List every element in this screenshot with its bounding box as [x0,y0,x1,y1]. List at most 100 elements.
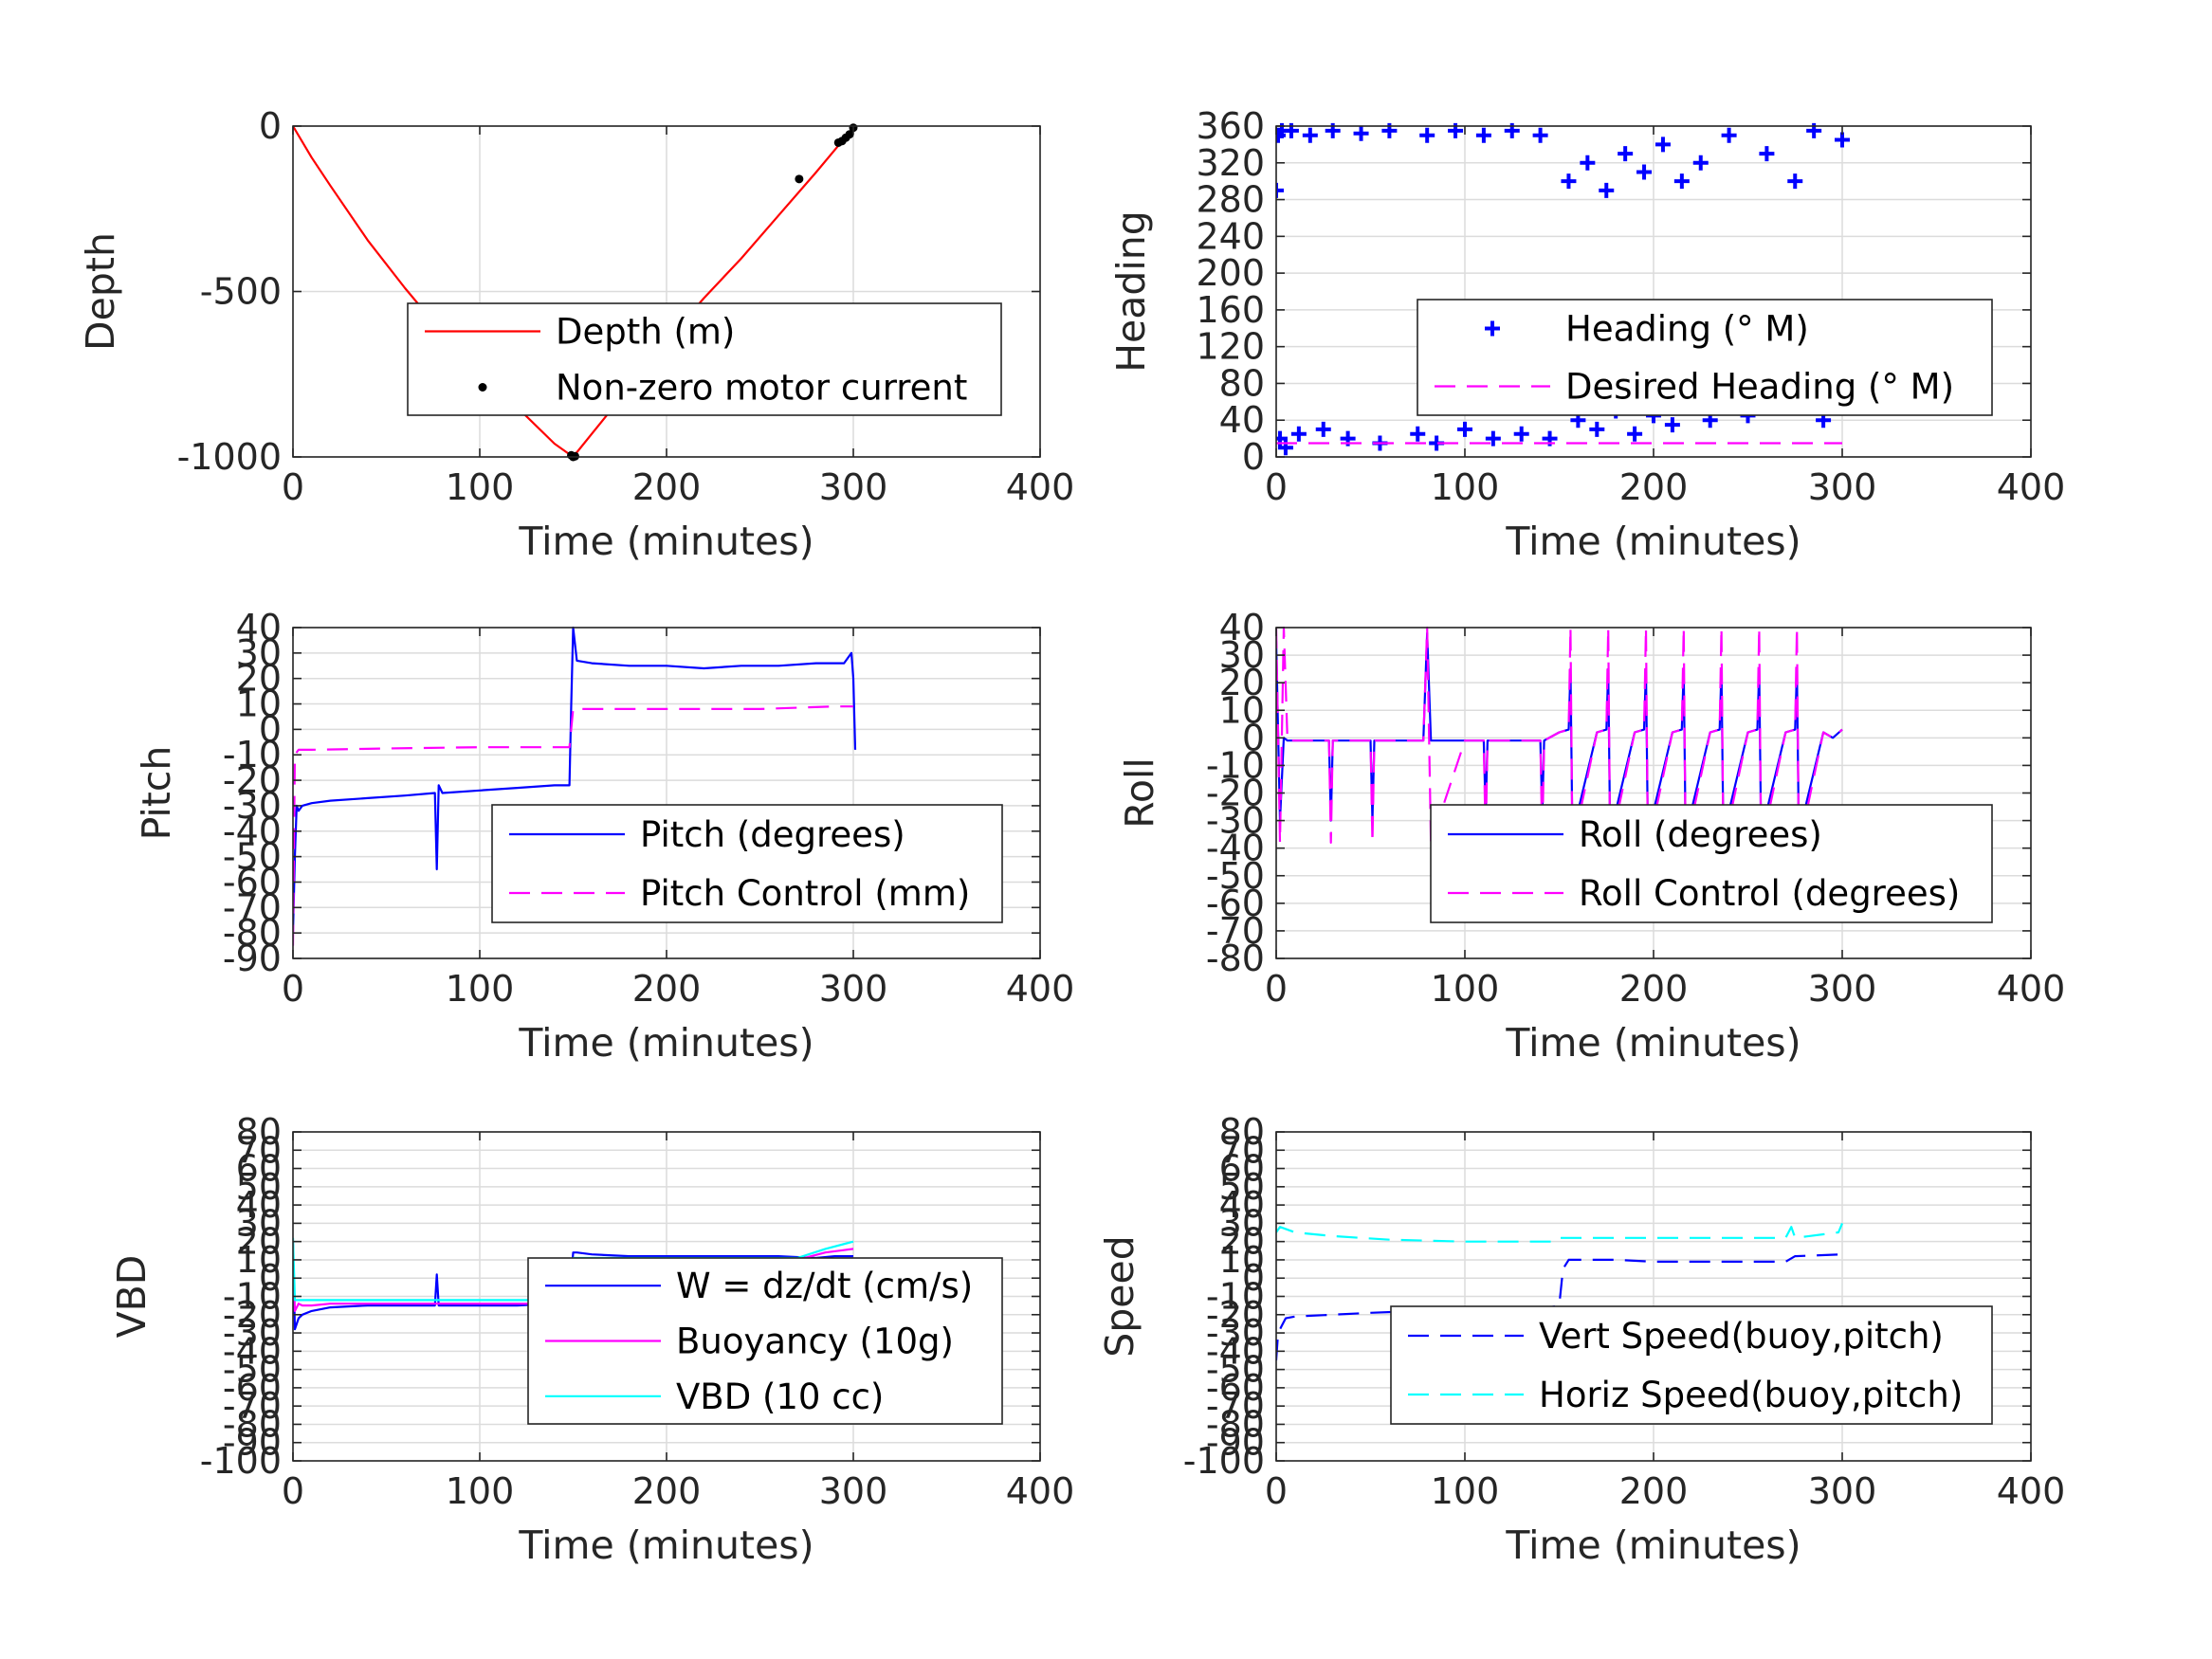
y-tick-label: 0 [259,708,282,750]
x-tick-label: 400 [1006,1470,1075,1512]
data-point [1353,125,1369,141]
legend-box [1417,299,1993,416]
y-tick-label: -60 [223,1367,282,1409]
y-tick-label: -30 [223,785,282,827]
x-tick-label: 400 [1997,1470,2066,1512]
data-layer [293,626,857,946]
x-tick-label: 100 [446,968,515,1010]
x-axis-label: Time (minutes) [518,1020,814,1066]
legend-label: Pitch (degrees) [640,814,905,855]
y-tick-label: 40 [236,607,282,648]
legend-label: Horiz Speed(buoy,pitch) [1539,1375,1963,1415]
y-tick-label: 120 [1196,326,1265,368]
x-tick-label: 200 [1619,1470,1689,1512]
legend-label: Desired Heading (° M) [1565,367,1954,408]
data-point [1835,132,1850,148]
y-tick-label: 0 [1242,717,1265,758]
y-tick-label: -10 [223,734,282,775]
y-tick-label: 0 [1242,1257,1265,1299]
x-tick-label: 0 [1265,1470,1288,1512]
x-tick-label: 0 [282,968,304,1010]
y-tick-label: -20 [223,1294,282,1336]
y-tick-label: 0 [1242,436,1265,478]
y-tick-label: 0 [259,1257,282,1299]
y-tick-label: 70 [1219,1129,1265,1171]
data-point [1302,127,1318,143]
x-tick-label: 200 [632,466,702,508]
x-tick-label: 300 [819,968,888,1010]
chart-panel-5: 0 100 200 300 400-100-90-80-70-60-50-40-30-2… [109,1111,1074,1568]
y-tick-label: 20 [1219,1221,1265,1263]
data-point [795,174,804,184]
chart-panel-1: 0 100 200 300 400 -1000 -500 0 Time (minutes) Dep… [78,105,1074,564]
data-point [1787,173,1803,190]
x-tick-label: 300 [1808,968,1877,1010]
data-point [1561,173,1577,190]
y-tick-label: -70 [1206,1385,1265,1427]
x-tick-label: 300 [819,466,888,508]
data-point [1599,182,1615,198]
legend: Heading (° M) Desired Heading (° M) [1417,299,1993,416]
x-axis-label: Time (minutes) [1505,1020,1801,1066]
legend-label: VBD (10 cc) [676,1376,884,1417]
legend-box [1430,804,1993,923]
series-1 [1276,122,1850,456]
data-point [1276,182,1284,198]
y-tick-label: 30 [236,632,282,674]
data-point [1759,146,1775,162]
y-axis-label: Roll [1117,757,1162,829]
y-tick-label: 240 [1196,215,1265,257]
chart-panel-2: 0 100 200 300 40004080120160200240280320360T… [1108,105,2065,564]
series-1 [293,626,857,934]
y-tick-label: 200 [1196,252,1265,294]
data-point [1618,146,1634,162]
y-tick-label: 10 [1219,1239,1265,1281]
y-tick-label: 10 [1219,689,1265,731]
data-point [1513,426,1529,442]
series-line [293,1241,853,1331]
x-axis-label: Time (minutes) [1505,1522,1801,1568]
x-tick-label: 100 [446,466,515,508]
data-point [1627,426,1643,442]
y-tick-label: -20 [1206,773,1265,814]
y-tick-label: 20 [1219,662,1265,703]
chart-panel-4: 0 100 200 300 400-80-70-60-50-40-30-20-10010… [1117,607,2065,1066]
series-1 [293,125,854,459]
y-axis-label: Pitch [134,746,179,841]
data-point [1692,155,1709,171]
y-tick-label: -100 [1183,1440,1265,1482]
y-tick-label: -100 [200,1440,282,1482]
data-point [1532,127,1548,143]
legend-label: Pitch Control (mm) [640,873,970,914]
y-tick-label: -50 [1206,855,1265,897]
y-tick-label: -40 [1206,828,1265,869]
x-tick-label: 0 [1265,466,1288,508]
y-tick-label: 280 [1196,179,1265,221]
legend-label: Vert Speed(buoy,pitch) [1539,1316,1944,1357]
legend-label: Heading (° M) [1565,309,1809,350]
y-tick-label: 80 [1219,362,1265,404]
legend-box [491,804,1003,923]
chart-panel-3: 0 100 200 300 400-90-80-70-60-50-40-30-20-10… [134,607,1074,1066]
y-tick-label: 360 [1196,105,1265,147]
data-point [1419,127,1435,143]
legend-label: W = dz/dt (cm/s) [676,1266,973,1306]
legend: Vert Speed(buoy,pitch) Horiz Speed(buoy,p… [1390,1305,1993,1425]
y-tick-label: 20 [236,1221,282,1263]
x-tick-label: 100 [1431,1470,1500,1512]
y-tick-label: -80 [223,912,282,954]
y-axis-label: Depth [78,232,123,351]
x-tick-label: 100 [446,1470,515,1512]
data-point [1457,421,1472,437]
y-tick-label: -60 [1206,1367,1265,1409]
y-tick-label: 70 [236,1129,282,1171]
legend: Roll (degrees) Roll Control (degrees) [1430,804,1993,923]
y-tick-label: 40 [1219,1184,1265,1226]
legend-label: Roll (degrees) [1579,814,1822,855]
y-tick-label: -30 [1206,1312,1265,1354]
data-point [1410,426,1426,442]
data-point [1475,127,1491,143]
y-tick-label: 40 [236,1184,282,1226]
y-tick-label: -500 [200,271,282,313]
legend-swatch [1485,320,1500,337]
